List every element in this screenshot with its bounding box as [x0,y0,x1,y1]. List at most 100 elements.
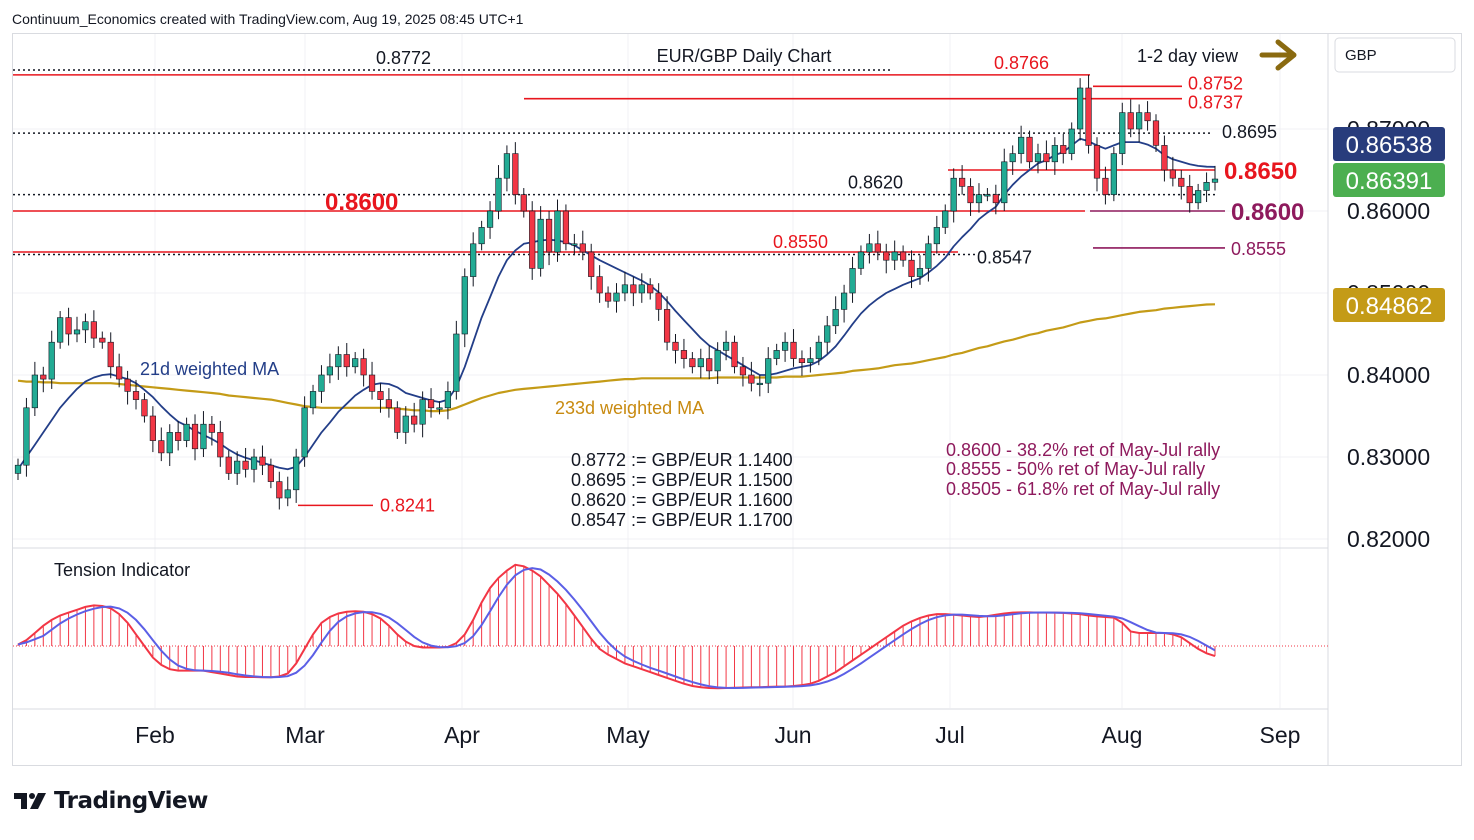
candle[interactable] [942,204,949,234]
candle[interactable] [596,265,603,303]
candle[interactable] [99,331,106,349]
candle[interactable] [73,316,81,343]
candle[interactable] [562,204,570,251]
candle[interactable] [1203,172,1210,202]
candle[interactable] [1119,102,1126,166]
candle[interactable] [916,255,924,285]
candle[interactable] [1152,114,1160,152]
candle[interactable] [318,365,325,403]
candle[interactable] [773,343,780,366]
candle[interactable] [545,211,553,266]
candle[interactable] [208,416,215,446]
candle[interactable] [1195,183,1202,210]
candle[interactable] [436,401,443,415]
candle[interactable] [276,471,283,510]
candle[interactable] [225,450,232,480]
candle[interactable] [301,396,308,467]
candle[interactable] [368,361,376,400]
candle[interactable] [394,401,401,439]
candle[interactable] [183,417,190,448]
candle[interactable] [242,447,249,478]
candle[interactable] [402,406,409,444]
candle[interactable] [765,347,772,394]
candle[interactable] [107,332,114,379]
candle[interactable] [31,361,38,416]
tradingview-logo[interactable]: TradingView [14,788,208,814]
candle[interactable] [158,427,165,462]
candle[interactable] [604,286,612,308]
candle[interactable] [191,414,199,461]
candle[interactable] [959,165,966,195]
candle[interactable] [554,199,561,262]
candle[interactable] [360,348,367,387]
candle[interactable] [486,201,494,239]
candle[interactable] [1026,130,1033,169]
candle[interactable] [571,233,578,256]
candle[interactable] [933,215,940,254]
candle[interactable] [815,335,822,366]
candle[interactable] [706,345,713,380]
candle[interactable] [967,178,974,216]
candle[interactable] [520,188,527,218]
candle[interactable] [284,476,291,507]
candle[interactable] [132,379,140,410]
candle[interactable] [832,296,839,334]
candle[interactable] [900,245,907,267]
candle[interactable] [40,366,47,393]
candle[interactable] [90,310,97,348]
candle[interactable] [781,332,789,362]
candle[interactable] [647,278,654,300]
candle[interactable] [335,346,342,380]
candle-layer[interactable] [14,74,1219,510]
candle[interactable] [655,283,662,321]
candle[interactable] [1136,104,1143,143]
candle[interactable] [149,406,156,453]
candle[interactable] [1077,78,1084,141]
candle[interactable] [950,168,957,223]
candle[interactable] [48,330,55,389]
candle[interactable] [495,165,502,220]
candle[interactable] [1169,156,1176,187]
candle[interactable] [1085,74,1092,154]
candle[interactable] [461,268,468,348]
candle[interactable] [1110,147,1117,202]
candle[interactable] [352,352,359,374]
candle[interactable] [672,334,679,364]
candle[interactable] [444,381,452,420]
candle[interactable] [638,273,645,303]
candle[interactable] [1001,148,1008,211]
candle[interactable] [82,313,89,344]
candle[interactable] [798,350,806,376]
candle[interactable] [1186,174,1193,213]
candle[interactable] [116,353,123,388]
candle[interactable] [529,201,536,280]
candle[interactable] [250,448,258,483]
candle[interactable] [849,256,856,303]
candle[interactable] [1051,137,1058,175]
candle[interactable] [453,320,460,400]
candle[interactable] [663,296,671,351]
candle[interactable] [975,183,983,213]
candle[interactable] [680,338,688,369]
candle[interactable] [824,315,831,354]
candle[interactable] [259,445,266,476]
candle[interactable] [1144,101,1151,131]
candle[interactable] [697,348,704,379]
candle[interactable] [1093,137,1101,192]
candle[interactable] [166,424,173,467]
candle[interactable] [883,243,890,274]
candle[interactable] [630,276,637,307]
candle[interactable] [141,393,148,423]
candle[interactable] [756,375,763,397]
candle[interactable] [579,230,586,261]
candle[interactable] [23,397,30,477]
candle[interactable] [470,232,477,287]
candle[interactable] [1034,143,1042,174]
candle[interactable] [217,420,224,467]
candle[interactable] [377,383,384,413]
candle[interactable] [326,353,333,384]
candle[interactable] [1178,170,1185,200]
axis-layer[interactable]: 0.820000.830000.840000.850000.860000.870… [135,37,1456,748]
candle[interactable] [343,343,350,377]
candle[interactable] [891,240,898,271]
